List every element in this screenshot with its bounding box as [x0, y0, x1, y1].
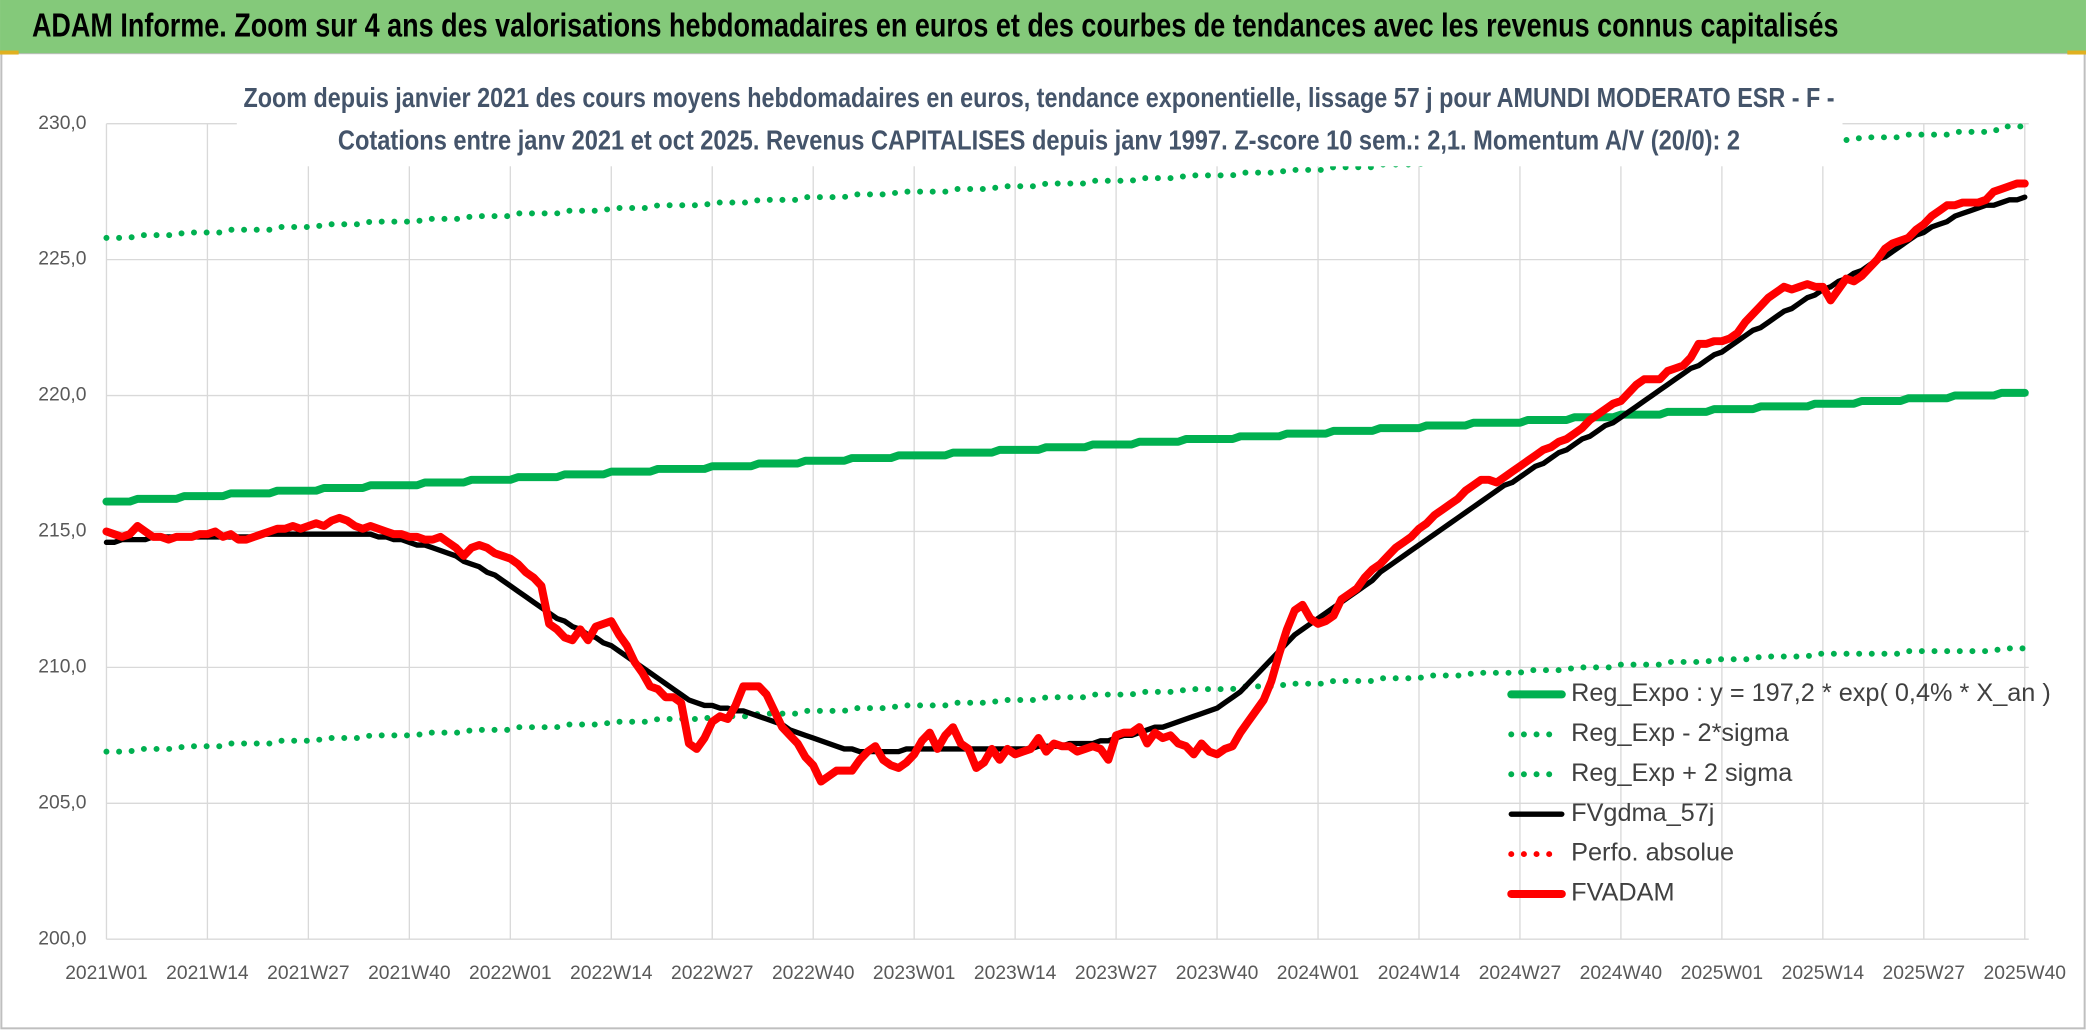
x-tick-label: 2025W40: [1984, 963, 2066, 984]
x-tick-label: 2021W27: [267, 963, 349, 984]
subtitle: Cotations entre janv 2021 et oct 2025. R…: [338, 125, 1740, 156]
legend-label: Reg_Exp - 2*sigma: [1571, 719, 1790, 747]
x-tick-label: 2023W27: [1075, 963, 1157, 984]
x-tick-label: 2024W27: [1479, 963, 1561, 984]
legend-label: Reg_Expo : y = 197,2 * exp( 0,4% * X_an …: [1571, 679, 2051, 707]
y-tick-label: 205,0: [38, 792, 86, 813]
x-tick-label: 2025W27: [1883, 963, 1965, 984]
y-tick-label: 220,0: [38, 385, 86, 406]
y-tick-label: 230,0: [38, 113, 86, 134]
x-tick-label: 2023W40: [1176, 963, 1258, 984]
corner-mark: [2067, 50, 2086, 55]
y-tick-label: 215,0: [38, 521, 86, 542]
x-tick-label: 2025W01: [1681, 963, 1763, 984]
series-line: [102, 388, 2029, 506]
x-tick-label: 2024W40: [1580, 963, 1662, 984]
title-banner: [0, 0, 2086, 54]
legend-label: FVgdma_57j: [1571, 799, 1714, 827]
series-line: [102, 179, 2029, 786]
corner-mark: [0, 50, 19, 55]
x-tick-label: 2025W14: [1782, 963, 1865, 984]
legend-label: Perfo. absolue: [1571, 839, 1734, 867]
subtitle-box: [236, 75, 1843, 167]
subtitle: Zoom depuis janvier 2021 des cours moyen…: [243, 82, 1834, 113]
series-layer: [102, 123, 2029, 786]
x-tick-label: 2022W27: [671, 963, 753, 984]
x-tick-label: 2024W14: [1378, 963, 1461, 984]
x-tick-label: 2021W14: [166, 963, 249, 984]
x-tick-label: 2021W01: [65, 963, 147, 984]
legend-label: FVADAM: [1571, 879, 1674, 907]
y-tick-label: 225,0: [38, 249, 86, 270]
x-tick-label: 2022W01: [469, 963, 551, 984]
legend-label: Reg_Exp + 2 sigma: [1571, 759, 1793, 787]
x-tick-label: 2022W14: [570, 963, 653, 984]
x-tick-label: 2021W40: [368, 963, 450, 984]
x-tick-label: 2024W01: [1277, 963, 1359, 984]
legend: Reg_Expo : y = 197,2 * exp( 0,4% * X_an …: [1507, 679, 2051, 907]
y-tick-label: 200,0: [38, 928, 86, 949]
chart-title: ADAM Informe. Zoom sur 4 ans des valoris…: [32, 8, 1839, 45]
x-tick-label: 2023W14: [974, 963, 1057, 984]
y-tick-label: 210,0: [38, 656, 86, 677]
chart-frame: [0, 52, 2086, 1030]
x-tick-label: 2023W01: [873, 963, 955, 984]
x-tick-label: 2022W40: [772, 963, 854, 984]
